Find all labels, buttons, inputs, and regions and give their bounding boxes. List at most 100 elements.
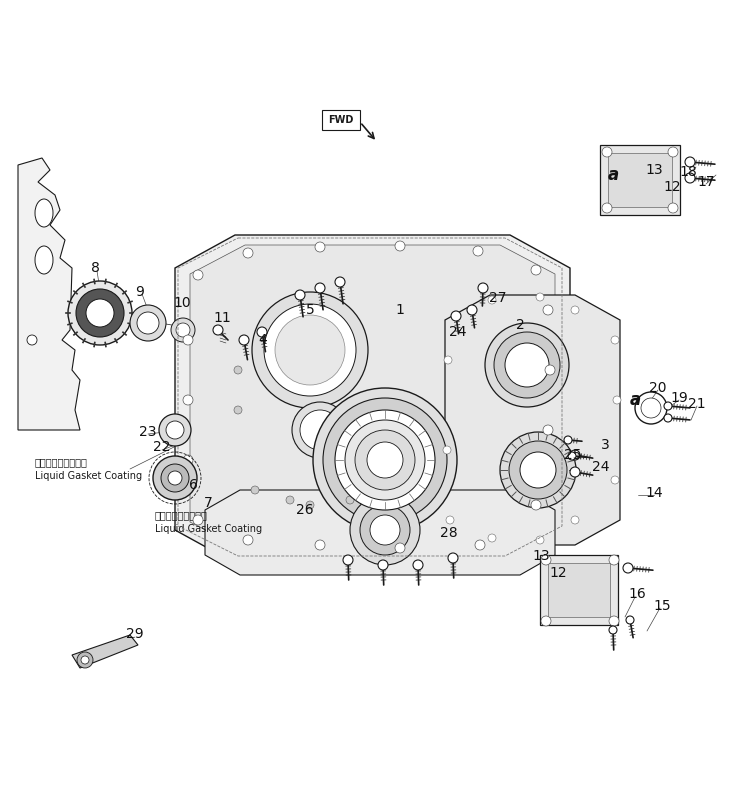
- Text: 28: 28: [440, 526, 458, 540]
- Polygon shape: [445, 295, 620, 545]
- Circle shape: [257, 327, 267, 337]
- Circle shape: [275, 315, 345, 385]
- Circle shape: [488, 296, 496, 304]
- Text: 22: 22: [154, 440, 171, 454]
- Circle shape: [313, 388, 457, 532]
- Text: 11: 11: [213, 311, 231, 325]
- Circle shape: [541, 616, 551, 626]
- Circle shape: [641, 398, 661, 418]
- Text: 1: 1: [395, 303, 404, 317]
- Circle shape: [68, 281, 132, 345]
- Circle shape: [395, 543, 405, 553]
- Circle shape: [609, 555, 619, 565]
- Polygon shape: [72, 635, 138, 668]
- Polygon shape: [608, 153, 672, 207]
- Polygon shape: [190, 245, 555, 550]
- Text: 13: 13: [532, 549, 550, 563]
- Text: 25: 25: [564, 448, 582, 462]
- Circle shape: [602, 147, 612, 157]
- Circle shape: [315, 283, 325, 293]
- Circle shape: [536, 293, 544, 301]
- Text: 26: 26: [296, 503, 314, 517]
- Circle shape: [234, 366, 242, 374]
- Circle shape: [335, 410, 435, 510]
- Text: 21: 21: [688, 397, 706, 411]
- Circle shape: [623, 563, 633, 573]
- Text: a: a: [608, 166, 619, 184]
- Text: 20: 20: [649, 381, 667, 395]
- Circle shape: [613, 396, 621, 404]
- Circle shape: [161, 464, 189, 492]
- Circle shape: [609, 616, 619, 626]
- Circle shape: [531, 265, 541, 275]
- Text: 9: 9: [136, 285, 145, 299]
- Text: 2: 2: [516, 318, 525, 332]
- Text: 27: 27: [489, 291, 507, 305]
- Text: 19: 19: [670, 391, 688, 405]
- Circle shape: [81, 656, 89, 664]
- Polygon shape: [175, 235, 570, 563]
- Circle shape: [193, 515, 203, 525]
- Text: 液状ガスケット塗布: 液状ガスケット塗布: [35, 457, 88, 467]
- Circle shape: [571, 306, 579, 314]
- Text: 6: 6: [188, 478, 197, 492]
- Circle shape: [444, 356, 452, 364]
- Text: 23: 23: [139, 425, 157, 439]
- Circle shape: [315, 242, 325, 252]
- Circle shape: [541, 555, 551, 565]
- Circle shape: [448, 553, 458, 563]
- Circle shape: [413, 560, 423, 570]
- Circle shape: [570, 450, 580, 460]
- Text: 5: 5: [306, 303, 315, 317]
- Text: FWD: FWD: [328, 115, 354, 125]
- Circle shape: [193, 270, 203, 280]
- Polygon shape: [205, 490, 555, 575]
- Circle shape: [570, 467, 580, 477]
- Text: a: a: [629, 391, 640, 409]
- Circle shape: [166, 421, 184, 439]
- Circle shape: [378, 560, 388, 570]
- Circle shape: [494, 332, 560, 398]
- Circle shape: [485, 323, 569, 407]
- Circle shape: [183, 335, 193, 345]
- Circle shape: [171, 318, 195, 342]
- Circle shape: [543, 305, 553, 315]
- Circle shape: [183, 455, 193, 465]
- Circle shape: [292, 402, 348, 458]
- Circle shape: [602, 203, 612, 213]
- Circle shape: [360, 505, 410, 555]
- Text: 15: 15: [653, 599, 671, 613]
- Circle shape: [264, 304, 356, 396]
- Text: 4: 4: [259, 333, 267, 347]
- Circle shape: [451, 311, 461, 321]
- Text: 14: 14: [646, 486, 663, 500]
- Text: 8: 8: [91, 261, 99, 275]
- Text: Liquid Gasket Coating: Liquid Gasket Coating: [155, 524, 262, 534]
- Polygon shape: [540, 555, 618, 625]
- Circle shape: [568, 452, 576, 460]
- Text: 24: 24: [449, 325, 467, 339]
- Ellipse shape: [35, 246, 53, 274]
- Circle shape: [239, 335, 249, 345]
- Text: 17: 17: [697, 175, 715, 189]
- Text: 16: 16: [628, 587, 646, 601]
- Circle shape: [536, 536, 544, 544]
- Text: 12: 12: [549, 566, 567, 580]
- Bar: [322, 110, 360, 130]
- Circle shape: [509, 441, 567, 499]
- Circle shape: [478, 283, 488, 293]
- Circle shape: [251, 486, 259, 494]
- Text: 29: 29: [126, 627, 144, 641]
- Circle shape: [315, 540, 325, 550]
- Circle shape: [86, 299, 114, 327]
- Circle shape: [213, 325, 223, 335]
- Polygon shape: [600, 145, 680, 215]
- Circle shape: [564, 436, 572, 444]
- Circle shape: [286, 496, 294, 504]
- Polygon shape: [548, 563, 610, 617]
- Text: 7: 7: [203, 496, 212, 510]
- Circle shape: [183, 395, 193, 405]
- Circle shape: [395, 241, 405, 251]
- Circle shape: [571, 516, 579, 524]
- Circle shape: [168, 471, 182, 485]
